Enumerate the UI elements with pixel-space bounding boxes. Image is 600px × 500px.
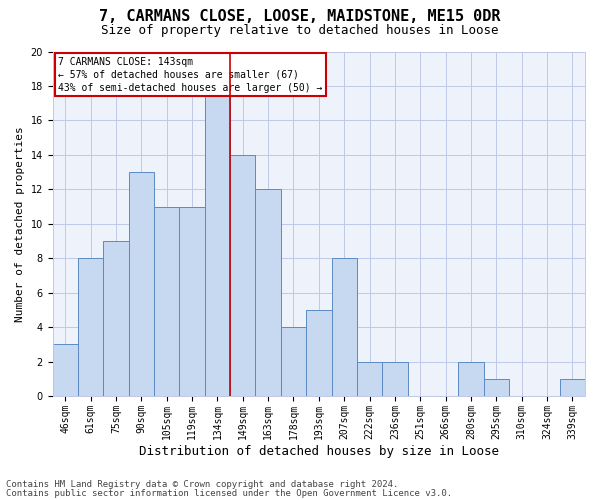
Bar: [154, 206, 179, 396]
Bar: [205, 68, 230, 396]
Text: 7 CARMANS CLOSE: 143sqm
← 57% of detached houses are smaller (67)
43% of semi-de: 7 CARMANS CLOSE: 143sqm ← 57% of detache…: [58, 56, 322, 93]
Bar: [78, 258, 103, 396]
Bar: [129, 172, 154, 396]
Bar: [256, 190, 281, 396]
Bar: [103, 241, 129, 396]
Text: Contains public sector information licensed under the Open Government Licence v3: Contains public sector information licen…: [6, 489, 452, 498]
Bar: [179, 206, 205, 396]
X-axis label: Distribution of detached houses by size in Loose: Distribution of detached houses by size …: [139, 444, 499, 458]
Bar: [560, 379, 585, 396]
Bar: [53, 344, 78, 396]
Bar: [230, 155, 256, 396]
Bar: [306, 310, 332, 396]
Bar: [281, 327, 306, 396]
Bar: [332, 258, 357, 396]
Bar: [484, 379, 509, 396]
Bar: [458, 362, 484, 396]
Y-axis label: Number of detached properties: Number of detached properties: [15, 126, 25, 322]
Bar: [357, 362, 382, 396]
Text: Size of property relative to detached houses in Loose: Size of property relative to detached ho…: [101, 24, 499, 37]
Text: Contains HM Land Registry data © Crown copyright and database right 2024.: Contains HM Land Registry data © Crown c…: [6, 480, 398, 489]
Bar: [382, 362, 407, 396]
Text: 7, CARMANS CLOSE, LOOSE, MAIDSTONE, ME15 0DR: 7, CARMANS CLOSE, LOOSE, MAIDSTONE, ME15…: [99, 9, 501, 24]
